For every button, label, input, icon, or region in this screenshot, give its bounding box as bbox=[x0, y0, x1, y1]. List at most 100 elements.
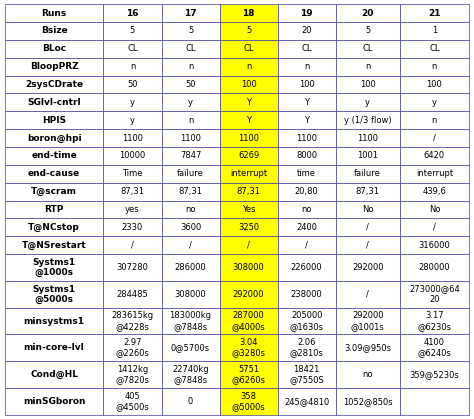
Text: CL: CL bbox=[363, 44, 373, 53]
FancyBboxPatch shape bbox=[278, 40, 336, 58]
Text: 245@4810: 245@4810 bbox=[284, 397, 329, 406]
FancyBboxPatch shape bbox=[5, 388, 103, 415]
FancyBboxPatch shape bbox=[400, 218, 469, 236]
FancyBboxPatch shape bbox=[5, 334, 103, 361]
Text: 2.06
@2810s: 2.06 @2810s bbox=[290, 338, 324, 357]
Text: /: / bbox=[131, 241, 134, 250]
FancyBboxPatch shape bbox=[278, 236, 336, 254]
Text: 273000@64
20: 273000@64 20 bbox=[409, 285, 460, 304]
Text: y: y bbox=[130, 116, 135, 125]
Text: /: / bbox=[366, 241, 369, 250]
Text: 283615kg
@4228s: 283615kg @4228s bbox=[111, 311, 154, 331]
Text: n: n bbox=[188, 116, 193, 125]
FancyBboxPatch shape bbox=[5, 254, 103, 281]
Text: 4100
@6240s: 4100 @6240s bbox=[418, 338, 451, 357]
Text: 100: 100 bbox=[299, 80, 315, 89]
Text: T@scram: T@scram bbox=[31, 187, 77, 196]
FancyBboxPatch shape bbox=[5, 147, 103, 165]
FancyBboxPatch shape bbox=[162, 93, 219, 111]
Text: 1: 1 bbox=[432, 26, 437, 36]
FancyBboxPatch shape bbox=[278, 93, 336, 111]
FancyBboxPatch shape bbox=[162, 147, 219, 165]
FancyBboxPatch shape bbox=[219, 308, 278, 334]
FancyBboxPatch shape bbox=[400, 147, 469, 165]
Text: 308000: 308000 bbox=[233, 263, 264, 272]
FancyBboxPatch shape bbox=[336, 334, 400, 361]
Text: failure: failure bbox=[177, 169, 204, 178]
Text: 5: 5 bbox=[188, 26, 193, 36]
FancyBboxPatch shape bbox=[5, 183, 103, 201]
Text: No: No bbox=[362, 205, 374, 214]
Text: 439,6: 439,6 bbox=[422, 187, 447, 196]
Text: 5: 5 bbox=[130, 26, 135, 36]
Text: Runs: Runs bbox=[41, 9, 67, 18]
Text: interrupt: interrupt bbox=[416, 169, 453, 178]
FancyBboxPatch shape bbox=[278, 22, 336, 40]
FancyBboxPatch shape bbox=[336, 58, 400, 75]
Text: n: n bbox=[365, 62, 370, 71]
FancyBboxPatch shape bbox=[219, 147, 278, 165]
Text: 50: 50 bbox=[185, 80, 196, 89]
FancyBboxPatch shape bbox=[278, 183, 336, 201]
FancyBboxPatch shape bbox=[162, 40, 219, 58]
FancyBboxPatch shape bbox=[400, 4, 469, 22]
Text: 20: 20 bbox=[301, 26, 312, 36]
Text: 18: 18 bbox=[242, 9, 255, 18]
Text: 1001: 1001 bbox=[357, 151, 378, 160]
Text: Y: Y bbox=[246, 116, 251, 125]
FancyBboxPatch shape bbox=[400, 201, 469, 218]
Text: y: y bbox=[365, 98, 370, 107]
FancyBboxPatch shape bbox=[5, 75, 103, 93]
Text: T@NSrestart: T@NSrestart bbox=[22, 241, 86, 250]
Text: SGlvl-cntrl: SGlvl-cntrl bbox=[27, 98, 81, 107]
FancyBboxPatch shape bbox=[400, 129, 469, 147]
FancyBboxPatch shape bbox=[5, 308, 103, 334]
FancyBboxPatch shape bbox=[103, 4, 162, 22]
FancyBboxPatch shape bbox=[400, 388, 469, 415]
FancyBboxPatch shape bbox=[162, 388, 219, 415]
FancyBboxPatch shape bbox=[400, 93, 469, 111]
FancyBboxPatch shape bbox=[400, 308, 469, 334]
FancyBboxPatch shape bbox=[219, 361, 278, 388]
FancyBboxPatch shape bbox=[219, 93, 278, 111]
FancyBboxPatch shape bbox=[103, 281, 162, 308]
FancyBboxPatch shape bbox=[336, 218, 400, 236]
FancyBboxPatch shape bbox=[336, 111, 400, 129]
FancyBboxPatch shape bbox=[278, 334, 336, 361]
FancyBboxPatch shape bbox=[400, 111, 469, 129]
Text: 5751
@6260s: 5751 @6260s bbox=[232, 365, 265, 384]
FancyBboxPatch shape bbox=[400, 254, 469, 281]
FancyBboxPatch shape bbox=[162, 281, 219, 308]
Text: CL: CL bbox=[127, 44, 138, 53]
Text: Systms1
@5000s: Systms1 @5000s bbox=[33, 285, 76, 304]
FancyBboxPatch shape bbox=[278, 111, 336, 129]
Text: 19: 19 bbox=[301, 9, 313, 18]
Text: 3.17
@6230s: 3.17 @6230s bbox=[418, 311, 451, 331]
FancyBboxPatch shape bbox=[278, 361, 336, 388]
FancyBboxPatch shape bbox=[162, 308, 219, 334]
FancyBboxPatch shape bbox=[162, 183, 219, 201]
FancyBboxPatch shape bbox=[336, 147, 400, 165]
Text: 18421
@7550S: 18421 @7550S bbox=[289, 365, 324, 384]
Text: 284485: 284485 bbox=[117, 290, 148, 299]
FancyBboxPatch shape bbox=[336, 93, 400, 111]
FancyBboxPatch shape bbox=[278, 165, 336, 183]
FancyBboxPatch shape bbox=[219, 201, 278, 218]
Text: n: n bbox=[304, 62, 310, 71]
FancyBboxPatch shape bbox=[103, 334, 162, 361]
Text: 2400: 2400 bbox=[296, 223, 317, 232]
FancyBboxPatch shape bbox=[278, 58, 336, 75]
Text: 1052@850s: 1052@850s bbox=[343, 397, 392, 406]
FancyBboxPatch shape bbox=[400, 334, 469, 361]
FancyBboxPatch shape bbox=[219, 254, 278, 281]
Text: T@NCstop: T@NCstop bbox=[28, 223, 80, 232]
Text: BLoc: BLoc bbox=[42, 44, 66, 53]
Text: 359@5230s: 359@5230s bbox=[410, 370, 459, 379]
Text: CL: CL bbox=[185, 44, 196, 53]
Text: time: time bbox=[297, 169, 316, 178]
FancyBboxPatch shape bbox=[103, 218, 162, 236]
Text: 0@5700s: 0@5700s bbox=[171, 343, 210, 352]
FancyBboxPatch shape bbox=[219, 388, 278, 415]
FancyBboxPatch shape bbox=[5, 281, 103, 308]
Text: y: y bbox=[130, 98, 135, 107]
